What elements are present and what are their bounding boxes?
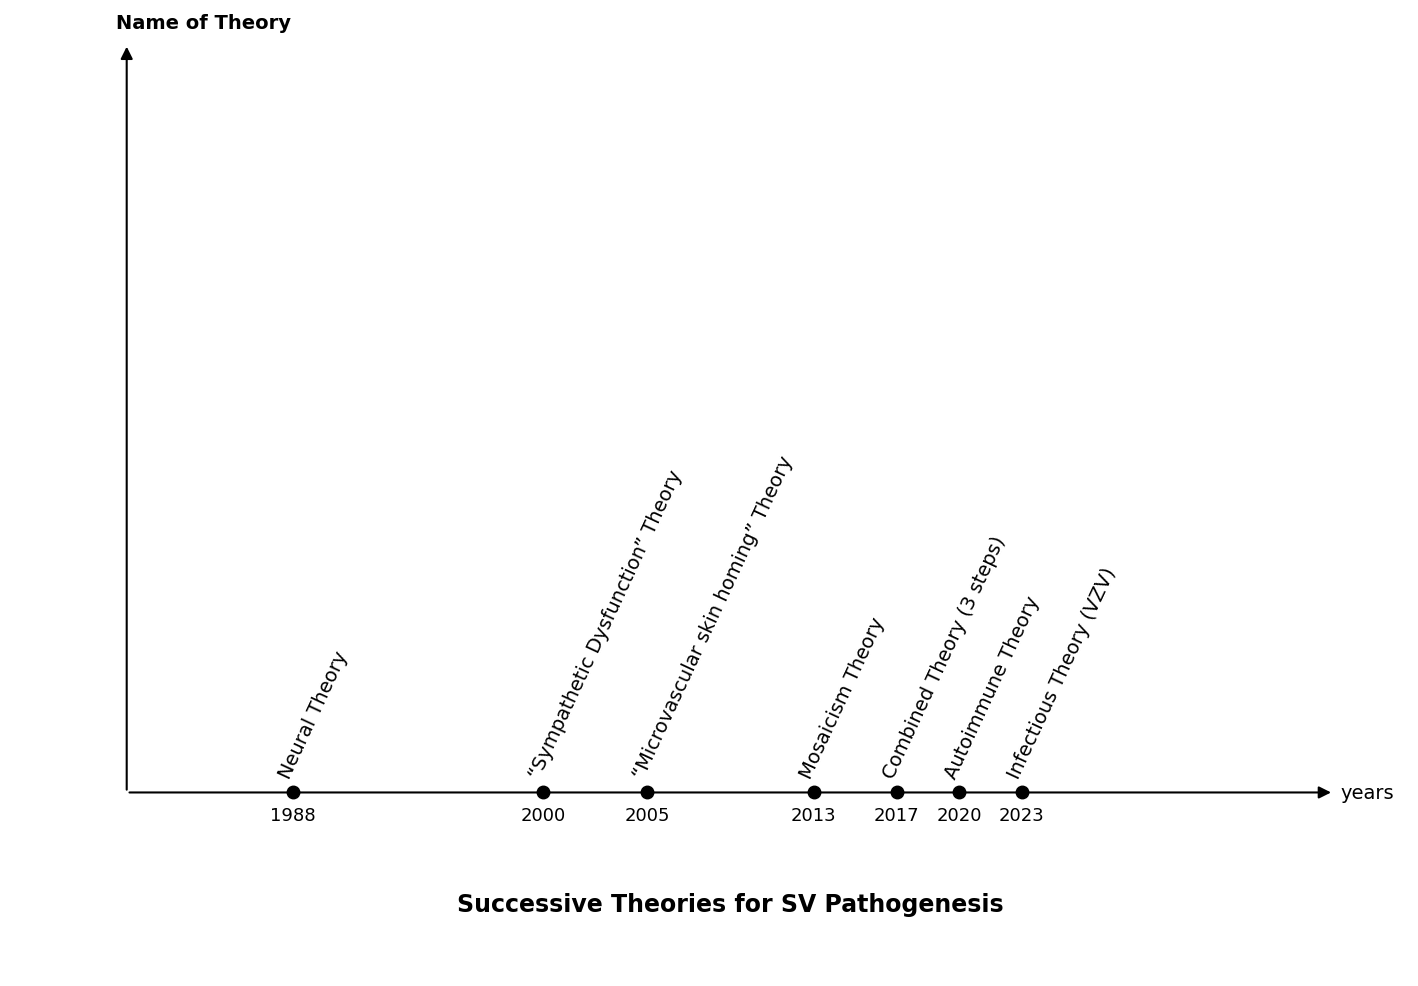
Text: “Sympathetic Dysfunction” Theory: “Sympathetic Dysfunction” Theory: [526, 467, 686, 781]
Text: 1988: 1988: [271, 807, 316, 824]
Text: Mosaicism Theory: Mosaicism Theory: [797, 614, 888, 781]
Text: 2023: 2023: [998, 807, 1045, 824]
Text: Successive Theories for SV Pathogenesis: Successive Theories for SV Pathogenesis: [457, 892, 1004, 916]
Text: Neural Theory: Neural Theory: [277, 648, 352, 781]
Text: “Microvascular skin homing” Theory: “Microvascular skin homing” Theory: [630, 453, 797, 781]
Text: 2000: 2000: [520, 807, 566, 824]
Text: years: years: [1340, 783, 1394, 803]
Text: 2017: 2017: [873, 807, 920, 824]
Text: Autoimmune Theory: Autoimmune Theory: [942, 593, 1044, 781]
Text: Name of Theory: Name of Theory: [116, 15, 291, 34]
Text: 2005: 2005: [624, 807, 669, 824]
Text: Infectious Theory (VZV): Infectious Theory (VZV): [1004, 564, 1119, 781]
Text: 2020: 2020: [936, 807, 981, 824]
Text: Combined Theory (3 steps): Combined Theory (3 steps): [879, 532, 1010, 781]
Text: 2013: 2013: [791, 807, 837, 824]
